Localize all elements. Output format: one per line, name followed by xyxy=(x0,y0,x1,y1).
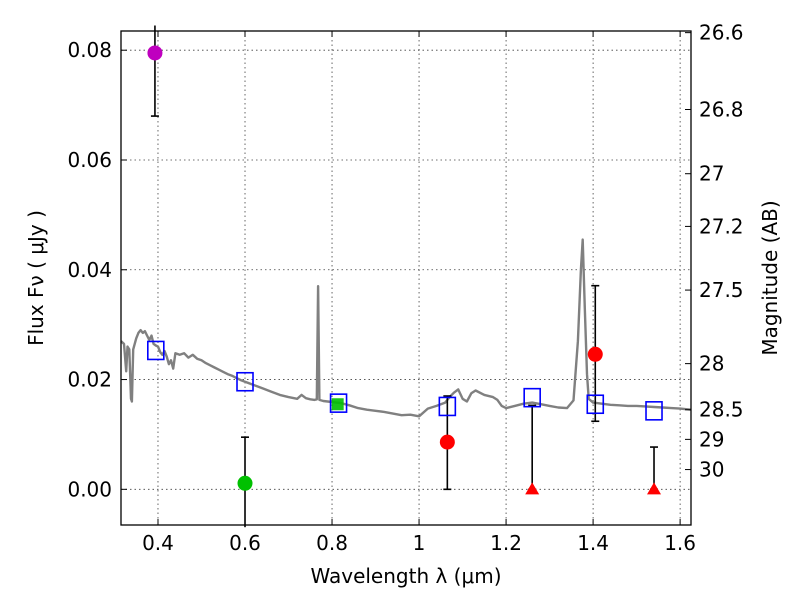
plot-frame xyxy=(120,30,692,526)
x-tick-label: 1.4 xyxy=(577,531,609,555)
y2-tick-label: 26.6 xyxy=(699,21,744,45)
y-tick-label: 0.02 xyxy=(67,368,112,392)
y-tick-label: 0.08 xyxy=(67,38,112,62)
model-flux-square xyxy=(329,393,348,413)
y2-tick-label: 28.5 xyxy=(699,398,744,422)
y2-tick-label: 26.8 xyxy=(699,97,744,121)
y2-axis-label: Magnitude (AB) xyxy=(758,200,782,355)
model-flux-square xyxy=(147,340,165,361)
plot-area xyxy=(120,25,692,528)
x-tick-label: 1.6 xyxy=(664,531,696,555)
model-flux-square xyxy=(438,396,457,417)
photometry-point xyxy=(147,45,163,61)
photometry-point xyxy=(439,434,455,450)
model-flux-square xyxy=(645,401,663,421)
upper-limit-triangle xyxy=(525,482,540,495)
upper-limit-triangle xyxy=(647,482,662,495)
grid-lines xyxy=(121,31,691,525)
x-axis-label: Wavelength λ (μm) xyxy=(310,564,501,588)
photometry-point xyxy=(237,475,253,491)
x-tick-label: 0.4 xyxy=(142,531,174,555)
photometry-point xyxy=(587,346,603,362)
y2-tick-label: 27 xyxy=(699,162,724,186)
y-axis-label: Flux Fν ( μJy ) xyxy=(24,210,48,346)
x-tick-label: 1 xyxy=(413,531,426,555)
y2-tick-label: 27.5 xyxy=(699,278,744,302)
y2-tick-label: 27.2 xyxy=(699,214,744,238)
model-flux-square xyxy=(586,394,605,415)
model-flux-square xyxy=(236,371,254,392)
x-tick-label: 1.2 xyxy=(490,531,522,555)
y2-tick-label: 29 xyxy=(699,427,724,451)
x-tick-label: 0.6 xyxy=(229,531,261,555)
axis-ticks: 0.4 0.6 0.8 1 1.2 1.4 1.6 0.00 0.02 0.04 0.06 0.08 2… xyxy=(67,21,743,555)
y2-tick-label: 28 xyxy=(699,352,724,376)
y-tick-label: 0.00 xyxy=(67,477,112,501)
y-tick-label: 0.04 xyxy=(67,258,112,282)
y-tick-label: 0.06 xyxy=(67,148,112,172)
model-flux-square xyxy=(523,387,541,408)
sed-model-line xyxy=(120,238,692,418)
photometry-point xyxy=(331,398,344,411)
x-tick-label: 0.8 xyxy=(316,531,348,555)
y2-tick-label: 30 xyxy=(699,458,724,482)
